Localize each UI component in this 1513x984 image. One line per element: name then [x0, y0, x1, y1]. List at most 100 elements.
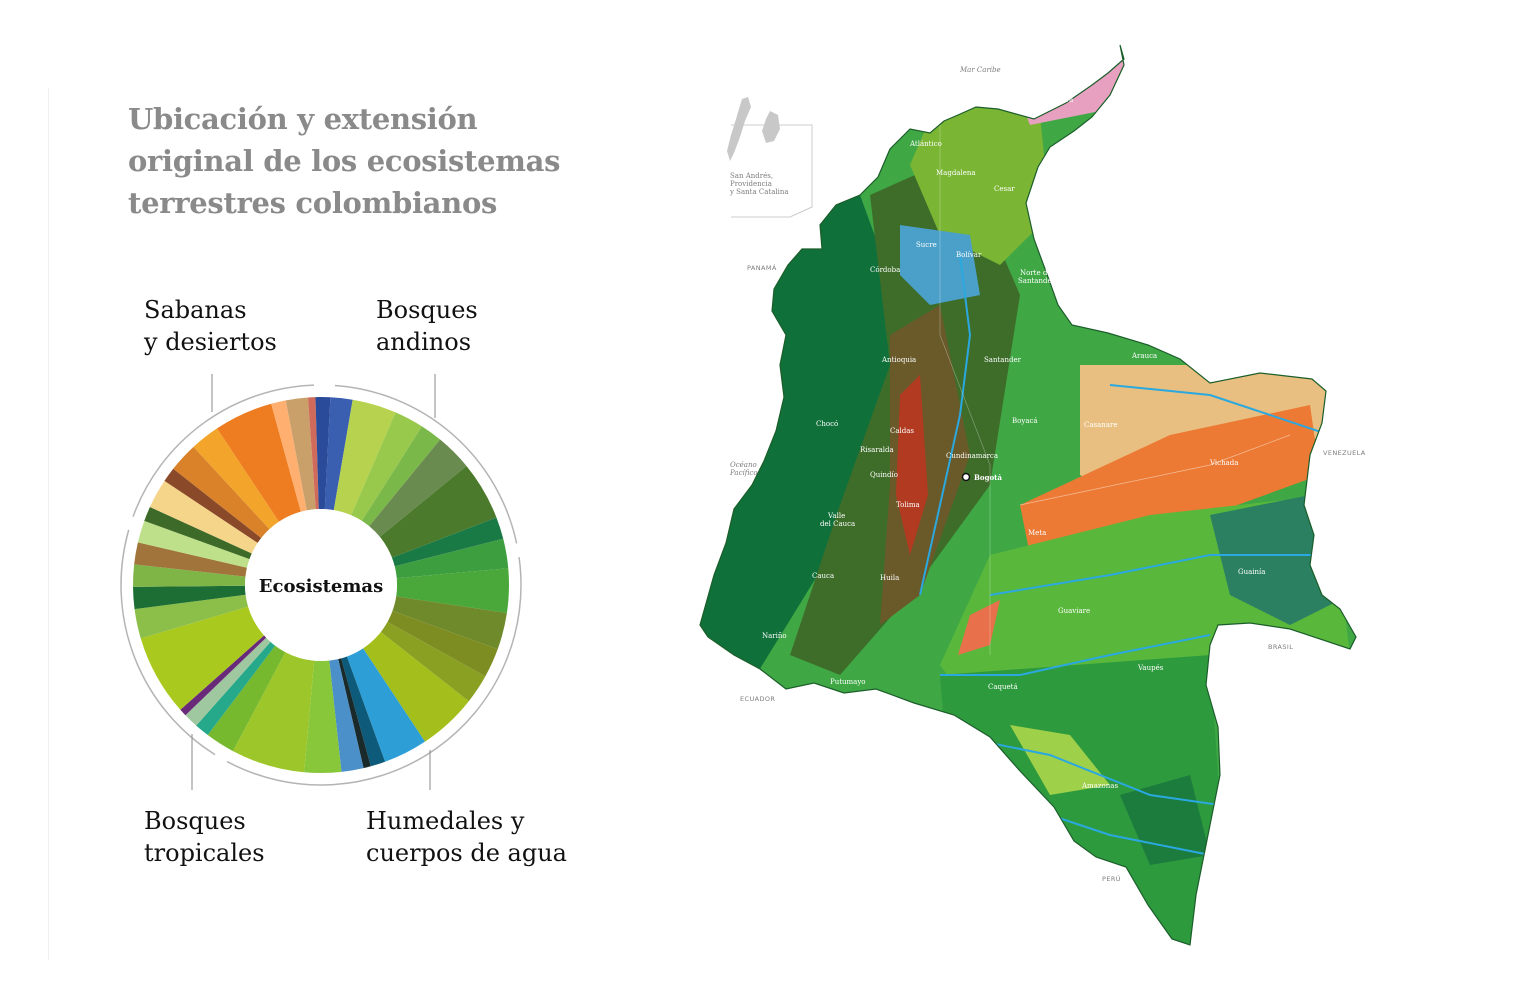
ecosystem-wedge	[379, 465, 497, 558]
department-label: Santander	[1018, 277, 1056, 285]
ecosystem-wedge	[180, 635, 267, 716]
capital-marker-icon	[961, 472, 971, 482]
title-line: terrestres colombianos	[128, 186, 498, 220]
amazon-south-zone	[940, 655, 1230, 945]
capital-label: Bogotá	[974, 473, 1002, 482]
inset-label: Providencia	[730, 180, 772, 188]
department-label: Guainía	[1238, 568, 1265, 576]
donut-wedges	[133, 397, 509, 773]
category-arc	[226, 557, 522, 786]
category-ring	[120, 374, 522, 790]
ecosystem-wedge	[396, 568, 509, 613]
ocean-label: Océano	[730, 461, 757, 469]
department-label: Vichada	[1209, 459, 1238, 467]
category-label-bosques-andinos: Bosques andinos	[376, 296, 478, 356]
ecosystem-wedge	[196, 641, 276, 736]
ecosystem-wedge	[315, 397, 331, 510]
ecosystem-wedge	[380, 621, 486, 702]
department-border	[939, 95, 991, 655]
ecosystem-wedge	[387, 610, 498, 677]
ecosystem-wedge	[133, 564, 246, 587]
ecosystem-wedge	[346, 648, 426, 762]
country-outline	[699, 44, 1357, 946]
sea-label: Mar Caribe	[959, 66, 1001, 74]
department-label: Caldas	[890, 427, 914, 435]
department-label: Caquetá	[988, 683, 1018, 691]
department-label: Valle	[827, 512, 845, 520]
neighbor-label-panama: PANAMÁ	[747, 263, 777, 272]
paramo-zone	[896, 375, 928, 555]
neighbor-label-venezuela: VENEZUELA	[1323, 449, 1366, 457]
ecosystem-wedge	[363, 631, 469, 742]
ecosystem-wedge	[149, 480, 258, 554]
inset-label: San Andrés,	[730, 172, 773, 180]
department-label: Antioquia	[881, 356, 916, 364]
page-title: Ubicación y extensión original de los ec…	[128, 98, 588, 224]
department-label: Nariño	[762, 632, 787, 640]
ecosystem-wedge	[134, 542, 247, 577]
ecosystem-wedge	[304, 660, 342, 773]
ecosystem-wedge	[140, 606, 265, 710]
department-label: Norte de	[1020, 269, 1052, 277]
ecosystem-wedge	[341, 656, 386, 767]
ecosystem-wedge	[137, 520, 250, 568]
department-label: Vaupés	[1137, 664, 1164, 672]
inset-frame	[731, 124, 813, 218]
donut-hole	[245, 509, 397, 661]
department-label: Chocó	[816, 420, 838, 428]
ecosystem-wedge	[144, 507, 252, 560]
title-line: Ubicación y extensión	[128, 102, 478, 136]
department-label: Boyacá	[1012, 417, 1038, 425]
department-label: Arauca	[1131, 352, 1157, 360]
colombia-ecosystem-map: San Andrés, Providencia y Santa Catalina	[699, 44, 1366, 946]
neighbor-label-brasil: BRASIL	[1268, 643, 1293, 651]
category-arc	[120, 529, 216, 756]
ecosystem-wedge	[307, 397, 319, 510]
department-label: Bolívar	[956, 251, 982, 259]
department-border	[1019, 434, 1291, 506]
page-divider	[48, 88, 49, 960]
ecosystem-wedge	[173, 446, 270, 539]
department-label: Cundinamarca	[946, 452, 998, 460]
department-label: Cesar	[994, 185, 1015, 193]
mompox-wetland-zone	[900, 225, 980, 305]
ecosystem-wedge	[361, 426, 441, 527]
ecosystem-wedge	[216, 403, 301, 522]
meta-south-patch	[958, 600, 1000, 655]
department-labels: La Guajira Atlántico Magdalena Cesar Suc…	[762, 96, 1265, 790]
donut-center-label: Ecosistemas	[259, 576, 383, 597]
category-label-sabanas: Sabanas y desiertos	[144, 296, 277, 356]
ecosystem-wedge	[338, 658, 371, 769]
ecosystem-wedge	[394, 538, 509, 579]
llanos-orange-zone	[1020, 405, 1320, 555]
department-label: Casanare	[1084, 421, 1117, 429]
department-label: Meta	[1028, 529, 1046, 537]
neighbor-label-ecuador: ECUADOR	[740, 695, 775, 703]
category-arc	[334, 384, 518, 544]
ecosystem-wedge	[285, 397, 316, 511]
country-shape	[700, 45, 1356, 945]
ecosystem-wedge	[324, 397, 353, 511]
ecosystem-wedge	[329, 659, 364, 772]
department-label: Tolima	[896, 501, 920, 509]
department-label: Huila	[880, 574, 899, 582]
department-label: Amazonas	[1081, 782, 1118, 790]
providencia-island-icon	[762, 111, 780, 143]
ecosystem-wedge	[391, 517, 504, 567]
caribbean-zone	[910, 95, 1050, 265]
department-label: Córdoba	[870, 266, 900, 274]
ecosystem-donut-chart: Ecosistemas	[120, 374, 522, 790]
neighbor-label-peru: PERÚ	[1102, 874, 1121, 883]
ecosystem-wedge	[333, 399, 396, 516]
ecosystem-wedge	[134, 594, 249, 639]
category-arc	[132, 384, 315, 517]
department-label: Guaviare	[1058, 607, 1090, 615]
department-label: del Cauca	[820, 520, 855, 528]
inset-label: y Santa Catalina	[729, 188, 789, 196]
title-line: original de los ecosistemas	[128, 144, 561, 178]
category-label-bosques-tropicales: Bosques tropicales	[144, 807, 265, 867]
category-label-humedales: Humedales y cuerpos de agua	[366, 807, 567, 867]
department-label: Cauca	[812, 572, 834, 580]
department-label: Santander	[984, 356, 1022, 364]
guajira-desert-zone	[1010, 45, 1130, 125]
